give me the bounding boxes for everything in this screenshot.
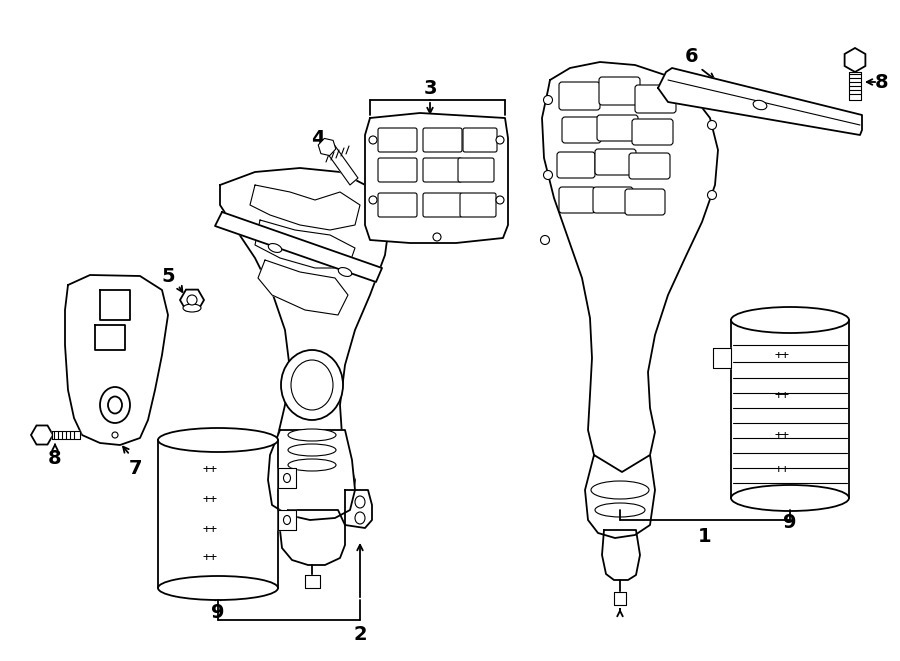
Polygon shape [345,490,372,528]
Text: 9: 9 [212,602,225,621]
Ellipse shape [187,295,197,305]
FancyBboxPatch shape [460,193,496,217]
Text: 8: 8 [49,449,62,467]
Ellipse shape [284,516,291,524]
Text: ++: ++ [202,551,218,564]
Ellipse shape [369,196,377,204]
Ellipse shape [355,496,365,508]
Ellipse shape [284,473,291,483]
Text: 7: 7 [128,459,142,477]
FancyBboxPatch shape [599,77,640,105]
Ellipse shape [731,307,849,333]
Text: ++: ++ [775,428,789,442]
FancyBboxPatch shape [635,85,676,113]
Polygon shape [325,143,358,185]
FancyBboxPatch shape [378,128,417,152]
FancyBboxPatch shape [559,187,595,213]
FancyBboxPatch shape [463,128,497,152]
Polygon shape [585,455,655,538]
Polygon shape [250,185,360,230]
Ellipse shape [288,459,336,471]
FancyBboxPatch shape [458,158,494,182]
Text: ++: ++ [775,463,789,477]
Ellipse shape [595,503,645,517]
FancyBboxPatch shape [562,117,601,143]
FancyBboxPatch shape [423,193,462,217]
Ellipse shape [433,233,441,241]
Ellipse shape [281,350,343,420]
Ellipse shape [707,190,716,200]
Ellipse shape [288,429,336,441]
FancyBboxPatch shape [625,189,665,215]
Text: 9: 9 [783,512,796,531]
Ellipse shape [707,120,716,130]
Text: ++: ++ [775,389,789,401]
Polygon shape [215,212,382,282]
Polygon shape [602,530,640,580]
Ellipse shape [753,100,767,110]
Polygon shape [268,430,355,520]
FancyBboxPatch shape [378,158,417,182]
FancyBboxPatch shape [559,82,600,110]
Text: 4: 4 [311,128,325,147]
Text: 2: 2 [353,625,367,644]
Text: ++: ++ [775,348,789,362]
Text: 6: 6 [685,46,698,65]
Ellipse shape [369,136,377,144]
Text: 5: 5 [161,266,175,286]
FancyBboxPatch shape [629,153,670,179]
Polygon shape [158,440,278,588]
FancyBboxPatch shape [423,128,462,152]
Ellipse shape [496,196,504,204]
Ellipse shape [544,171,553,180]
Polygon shape [100,290,130,320]
Ellipse shape [591,481,649,499]
Ellipse shape [338,268,352,276]
Text: ++: ++ [202,524,218,537]
Ellipse shape [108,397,122,414]
FancyBboxPatch shape [423,158,462,182]
Polygon shape [258,260,348,315]
Ellipse shape [100,387,130,423]
Ellipse shape [268,243,282,253]
Polygon shape [658,68,862,135]
Polygon shape [305,575,320,588]
FancyBboxPatch shape [378,193,417,217]
Ellipse shape [291,360,333,410]
Text: ++: ++ [202,463,218,477]
Polygon shape [95,325,125,350]
Polygon shape [280,510,345,565]
Ellipse shape [541,235,550,245]
Ellipse shape [183,304,201,312]
Text: 3: 3 [423,79,436,98]
Ellipse shape [496,136,504,144]
Polygon shape [278,468,296,488]
Polygon shape [220,168,390,515]
Text: 1: 1 [698,527,712,545]
Polygon shape [542,62,718,472]
Ellipse shape [731,485,849,511]
Polygon shape [278,510,296,530]
FancyBboxPatch shape [593,187,633,213]
Text: ++: ++ [202,494,218,506]
Ellipse shape [158,576,278,600]
Ellipse shape [544,95,553,104]
Polygon shape [614,592,626,605]
FancyBboxPatch shape [597,115,638,141]
Ellipse shape [112,432,118,438]
Polygon shape [713,348,731,368]
Polygon shape [731,320,849,498]
Ellipse shape [355,512,365,524]
FancyBboxPatch shape [557,152,595,178]
FancyBboxPatch shape [595,149,636,175]
Polygon shape [849,72,861,100]
Polygon shape [365,113,508,243]
Polygon shape [65,275,168,445]
Text: 8: 8 [875,73,889,91]
Polygon shape [52,431,80,439]
FancyBboxPatch shape [632,119,673,145]
Ellipse shape [158,428,278,452]
Polygon shape [255,220,355,268]
Ellipse shape [288,444,336,456]
